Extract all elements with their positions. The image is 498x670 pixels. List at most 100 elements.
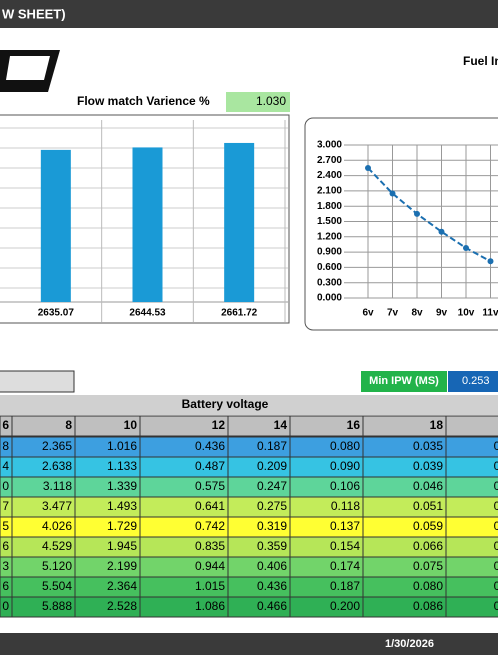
- y-tick-label: 3.000: [317, 140, 342, 151]
- cell-value: 5: [2, 519, 9, 533]
- cell-value: 1.339: [107, 479, 137, 493]
- flow-label: Flow match Varience %: [77, 94, 210, 108]
- bar: [224, 142, 255, 302]
- cell-value: 0.137: [330, 519, 360, 533]
- cell-value: 0.080: [330, 439, 360, 453]
- cell-value: 0.090: [330, 459, 360, 473]
- table-cell: [445, 456, 498, 478]
- bar: [40, 149, 71, 302]
- x-tick-label: 2644.53: [129, 308, 166, 319]
- cell-value: 0.046: [413, 479, 443, 493]
- cell-value: 0.02: [494, 519, 498, 533]
- cell-value: 0.154: [330, 539, 360, 553]
- table-cell: [445, 476, 498, 498]
- cell-value: 5.504: [42, 579, 72, 593]
- bar: [132, 147, 163, 302]
- cell-value: 0.200: [330, 599, 360, 613]
- cell-value: 0.035: [413, 439, 443, 453]
- y-tick-label: 1.800: [317, 201, 342, 212]
- ipw-cell: [448, 371, 498, 392]
- ipw-value: 0.253: [462, 375, 490, 387]
- column-header: 16: [347, 418, 361, 432]
- table-title: Battery voltage: [182, 397, 269, 411]
- cell-value: 2.638: [42, 459, 72, 473]
- table-cell: [445, 556, 498, 578]
- cell-value: 0.466: [257, 599, 287, 613]
- cell-value: 0.02: [494, 499, 498, 513]
- header-cell: [445, 415, 498, 437]
- x-tick-label: 11v: [482, 308, 498, 319]
- ipw-label-cell: [361, 371, 447, 392]
- ipw-label: Min IPW (MS): [369, 375, 439, 387]
- cell-value: 6: [2, 579, 9, 593]
- footer-date: 1/30/2026: [385, 638, 434, 650]
- cell-value: 0.039: [413, 459, 443, 473]
- cell-value: 0.174: [330, 559, 360, 573]
- top-bar: [0, 0, 498, 28]
- x-tick-label: 6v: [362, 308, 374, 319]
- table-cell: [445, 496, 498, 518]
- cell-value: 0.02: [494, 539, 498, 553]
- cell-value: 0.742: [195, 519, 225, 533]
- fuel-label: Fuel In: [463, 54, 498, 68]
- cell-value: 1.493: [107, 499, 137, 513]
- x-tick-label: 2635.07: [38, 308, 75, 319]
- input-box: [0, 370, 75, 393]
- logo-cut: [6, 56, 50, 80]
- point: [365, 164, 371, 171]
- cell-value: 1.945: [107, 539, 137, 553]
- x-tick-label: 9v: [436, 308, 448, 319]
- cell-value: 8: [2, 439, 9, 453]
- cell-value: 0: [2, 599, 9, 613]
- x-tick-label: 8v: [411, 308, 423, 319]
- point: [389, 190, 396, 197]
- cell-value: 0.487: [195, 459, 225, 473]
- cell-value: 4: [2, 459, 9, 473]
- table-cell: [445, 536, 498, 558]
- cell-value: 3.118: [43, 479, 72, 493]
- cell-value: 2.364: [107, 579, 137, 593]
- cell-value: 0.01: [494, 459, 498, 473]
- y-tick-label: 0.000: [317, 293, 342, 304]
- column-header: 18: [430, 418, 444, 432]
- cell-value: 2.365: [42, 439, 72, 453]
- y-tick-label: 2.700: [317, 155, 342, 166]
- y-tick-label: 2.400: [317, 170, 342, 181]
- cell-value: 3: [2, 559, 9, 573]
- cell-value: 4.529: [42, 539, 72, 553]
- cell-value: 0.436: [195, 439, 225, 453]
- cell-value: 2.199: [107, 559, 137, 573]
- cell-value: 0.575: [195, 479, 225, 493]
- cell-value: 3.477: [42, 499, 72, 513]
- y-tick-label: 2.100: [317, 186, 342, 197]
- y-tick-label: 0.900: [317, 247, 342, 258]
- cell-value: 0: [2, 479, 9, 493]
- cell-value: 1.729: [107, 519, 137, 533]
- cell-value: 0.436: [257, 579, 287, 593]
- point: [487, 258, 494, 265]
- cell-value: 0.406: [257, 559, 287, 573]
- column-header: 10: [124, 418, 138, 432]
- column-header: 14: [274, 418, 288, 432]
- cell-value: 0.03: [494, 559, 498, 573]
- cell-value: 0.106: [330, 479, 360, 493]
- cell-value: 0.247: [257, 479, 287, 493]
- cell-value: 0.319: [257, 519, 287, 533]
- cell-value: 0.059: [413, 519, 443, 533]
- cell-value: 0.359: [257, 539, 287, 553]
- cell-value: 0.086: [413, 599, 443, 613]
- cell-value: 0.209: [257, 459, 287, 473]
- cell-value: 0.275: [257, 499, 287, 513]
- x-tick-label: 7v: [387, 308, 399, 319]
- cell-value: 0.187: [257, 439, 287, 453]
- y-tick-label: 0.300: [317, 277, 342, 288]
- line: [367, 167, 491, 263]
- flow-value: 1.030: [256, 94, 286, 108]
- point: [463, 245, 469, 252]
- line-chart-frame: [304, 117, 498, 331]
- cell-value: 1.016: [107, 439, 137, 453]
- cell-value: 0.03: [494, 579, 498, 593]
- cell-value: 0.835: [195, 539, 225, 553]
- cell-value: 0.187: [330, 579, 360, 593]
